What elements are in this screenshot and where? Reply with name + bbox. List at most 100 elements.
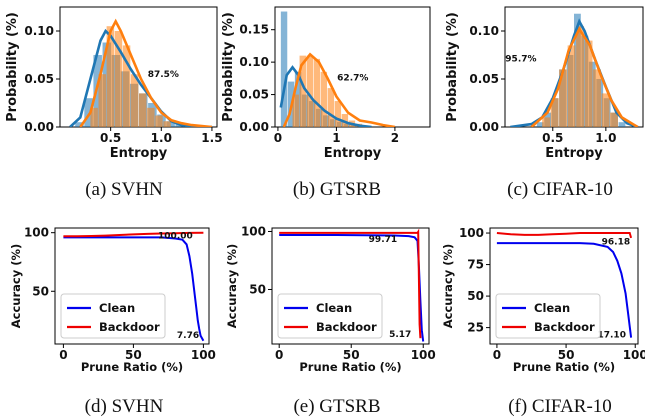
line-backdoor: [496, 232, 633, 239]
y-tick-label: 0.00: [469, 120, 499, 134]
legend-label-backdoor: Backdoor: [534, 320, 595, 334]
hist-bar-blue: [280, 11, 288, 127]
y-tick-label: 50: [249, 282, 266, 296]
y-axis-label: Accuracy (%): [225, 244, 239, 329]
hist-bar-blue: [93, 55, 102, 127]
overlap-annotation: 95.7%: [505, 55, 536, 65]
x-tick-label: 0.5: [542, 131, 563, 145]
x-tick-label: 1.0: [151, 131, 172, 145]
panel-svhn-prune: 100.00 7.76 Clean Backdoor 0 50 100 50 100 Prune …: [9, 226, 216, 417]
x-tick-label: 1.0: [595, 131, 616, 145]
y-axis-label: Accuracy (%): [9, 244, 23, 329]
panel-caption: (f) CIFAR-10: [508, 396, 612, 417]
overlap-annotation: 87.5%: [148, 70, 179, 80]
line-clean: [496, 242, 633, 338]
x-tick-label: 1: [332, 131, 340, 145]
value-annotation: 5.17: [389, 330, 411, 340]
hist-bar-orange: [98, 74, 106, 127]
y-tick-label: 0.10: [239, 55, 269, 69]
panel-caption: (d) SVHN: [85, 396, 164, 417]
panel-caption: (b) GTSRB: [293, 179, 381, 200]
hist-bar-orange: [567, 45, 576, 127]
panel-caption: (e) GTSRB: [293, 396, 380, 417]
hist-bar-orange: [122, 45, 131, 127]
kde-curve-orange: [79, 18, 213, 127]
y-tick-label: 0.05: [24, 72, 54, 86]
plot-area: [279, 228, 425, 342]
panel-svhn-entropy: 87.5% 0.5 1.0 1.5 0.00 0.05 0.10 Entropy Probabi…: [5, 6, 223, 200]
line-backdoor: [63, 231, 204, 238]
hist-bar-orange: [601, 93, 610, 127]
hist-bar-blue: [75, 122, 84, 127]
plot-area: [510, 13, 639, 127]
y-tick-label: 100: [24, 226, 49, 240]
line-backdoor: [279, 228, 422, 339]
x-tick-label: 0: [493, 348, 501, 362]
x-tick-label: 0.5: [100, 131, 121, 145]
y-axis-label: Probability (%): [221, 12, 236, 122]
panel-caption: (c) CIFAR-10: [507, 179, 613, 200]
y-tick-label: 50: [467, 289, 484, 303]
hist-bar-orange: [327, 88, 335, 127]
legend-label-backdoor: Backdoor: [316, 320, 377, 334]
hist-bar-blue: [536, 122, 544, 127]
x-axis-label: Prune Ratio (%): [513, 360, 615, 374]
hist-bar-orange: [163, 121, 171, 127]
x-tick-label: 100: [411, 348, 436, 362]
y-tick-label: 100: [241, 224, 266, 238]
hist-bar-orange: [334, 101, 342, 127]
value-annotation: 17.10: [597, 331, 625, 341]
hist-bar-orange: [610, 112, 618, 127]
x-tick-label: 50: [343, 348, 360, 362]
value-annotation: 96.18: [602, 237, 630, 247]
plot-area: [69, 18, 213, 127]
x-tick-label: 100: [191, 348, 216, 362]
value-annotation: 100.00: [158, 232, 193, 242]
y-tick-label: 25: [467, 321, 484, 335]
hist-bar-orange: [576, 26, 585, 127]
panel-cifar10-entropy: 95.7% 0.5 1.0 0.00 0.05 0.10 Entropy Probabilit…: [445, 6, 644, 200]
y-axis-label: Accuracy (%): [441, 244, 455, 329]
x-tick-label: 50: [558, 348, 575, 362]
x-tick-label: 2: [391, 131, 399, 145]
hist-bar-orange: [299, 55, 306, 127]
y-tick-label: 0.10: [24, 24, 54, 38]
plot-area: [496, 232, 633, 338]
y-axis-label: Probability (%): [445, 12, 460, 122]
hist-bar-orange: [550, 98, 559, 127]
hist-bar-orange: [139, 93, 147, 127]
overlap-annotation: 62.7%: [337, 73, 368, 83]
y-tick-label: 0.00: [24, 120, 54, 134]
kde-curve-orange: [530, 26, 639, 127]
legend-label-backdoor: Backdoor: [99, 320, 160, 334]
x-axis-label: Entropy: [324, 146, 382, 161]
hist-bar-orange: [130, 74, 139, 127]
y-tick-label: 0.00: [239, 120, 269, 134]
y-tick-label: 100: [459, 226, 484, 240]
hist-bar-orange: [114, 31, 123, 127]
value-annotation: 99.71: [369, 235, 397, 245]
hist-bar-orange: [90, 107, 98, 127]
x-axis-label: Entropy: [110, 146, 168, 161]
plot-area: [63, 231, 205, 342]
panel-gtsrb-entropy: 62.7% 0 1 2 0.00 0.05 0.10 0.15 Entropy Probabili…: [221, 6, 431, 200]
hist-bar-blue: [84, 98, 93, 127]
panel-caption: (a) SVHN: [85, 179, 163, 200]
y-tick-label: 75: [467, 258, 484, 272]
hist-bar-blue: [618, 122, 626, 127]
hist-bar-orange: [593, 69, 601, 127]
x-tick-label: 50: [125, 348, 142, 362]
x-axis-label: Prune Ratio (%): [299, 360, 401, 374]
hist-bar-orange: [292, 94, 299, 127]
value-annotation: 7.76: [177, 331, 199, 341]
hist-bar-orange: [320, 71, 328, 127]
x-axis-label: Prune Ratio (%): [81, 360, 183, 374]
hist-bar-orange: [147, 107, 155, 127]
x-tick-label: 0: [274, 131, 282, 145]
y-tick-label: 0.05: [469, 72, 499, 86]
x-tick-label: 0: [275, 348, 283, 362]
x-tick-label: 0: [59, 348, 67, 362]
y-tick-label: 0.10: [469, 24, 499, 38]
kde-curve-blue: [69, 28, 212, 127]
